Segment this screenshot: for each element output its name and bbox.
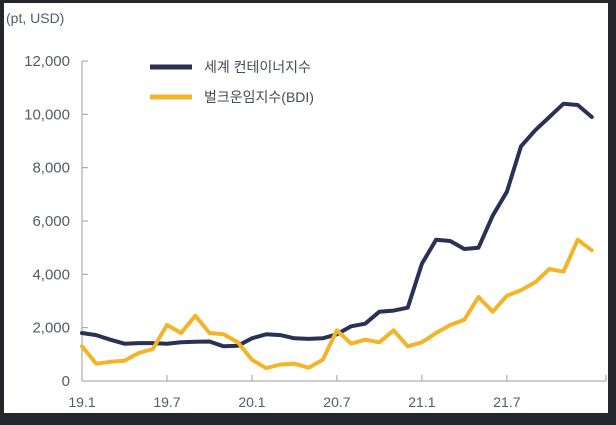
x-tick-label: 19.7 [153, 394, 180, 410]
y-tick-label: 10,000 [24, 106, 70, 123]
x-tick-label: 20.7 [323, 394, 350, 410]
y-tick-label: 2,000 [32, 320, 70, 337]
x-tick-label: 21.7 [493, 394, 520, 410]
line-chart: (pt, USD) 0 2,000 4,000 6,000 8,000 10,000 12,… [6, 10, 607, 410]
y-tick-label: 6,000 [32, 213, 70, 230]
chart-panel: (pt, USD) 0 2,000 4,000 6,000 8,000 10,000 12,… [4, 3, 608, 413]
unit-label: (pt, USD) [6, 10, 64, 26]
x-tick-label: 19.1 [68, 394, 95, 410]
y-axis: 0 2,000 4,000 6,000 8,000 10,000 12,000 [24, 53, 88, 390]
series-line-container-index [80, 101, 594, 349]
legend-label: 벌크운임지수(BDI) [204, 89, 314, 105]
series-line-bdi [80, 237, 594, 371]
series-layer [80, 101, 594, 371]
y-tick-label: 12,000 [24, 53, 70, 70]
x-tick-label: 20.1 [238, 394, 265, 410]
x-axis: 19.1 19.7 20.1 20.7 21.1 21.7 [68, 375, 607, 410]
y-tick-label: 4,000 [32, 266, 70, 283]
x-tick-label: 21.1 [408, 394, 435, 410]
y-tick-label: 0 [62, 373, 70, 390]
legend-label: 세계 컨테이너지수 [204, 59, 311, 75]
y-tick-label: 8,000 [32, 160, 70, 177]
